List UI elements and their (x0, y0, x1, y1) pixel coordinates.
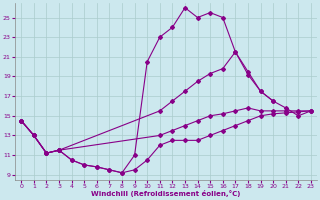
X-axis label: Windchill (Refroidissement éolien,°C): Windchill (Refroidissement éolien,°C) (92, 190, 241, 197)
